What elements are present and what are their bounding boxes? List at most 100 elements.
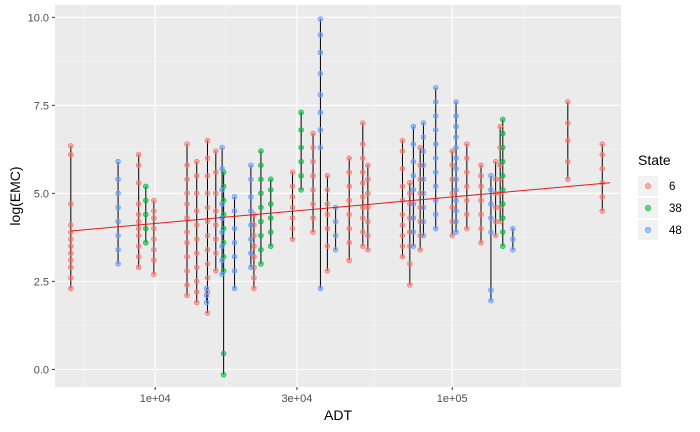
data-point (432, 225, 439, 232)
data-point (231, 225, 238, 232)
data-point (410, 229, 417, 235)
data-point (432, 169, 439, 175)
data-point (360, 155, 366, 161)
data-point (68, 285, 74, 292)
data-point (324, 268, 331, 274)
data-point (258, 190, 264, 197)
data-point (298, 158, 304, 165)
data-point (268, 187, 274, 193)
data-point (420, 204, 427, 211)
data-point (492, 232, 499, 239)
data-point (492, 204, 499, 211)
data-point (453, 176, 459, 183)
data-point (324, 201, 331, 207)
data-point (417, 144, 423, 151)
data-point (500, 201, 506, 207)
data-point (258, 176, 264, 183)
data-point (478, 173, 484, 179)
data-point (219, 201, 225, 207)
data-point (360, 215, 366, 221)
x-axis-ticks: 1e+04 3e+04 1e+05 (140, 387, 468, 405)
data-point (317, 144, 324, 151)
data-point (346, 197, 352, 204)
data-point (193, 222, 200, 228)
data-point (213, 169, 219, 175)
y-tick-label: 10.0 (28, 12, 49, 24)
legend-title: State (638, 152, 671, 168)
data-point (143, 183, 149, 190)
data-point (410, 141, 417, 147)
data-point (599, 165, 606, 172)
data-point (204, 190, 211, 197)
data-point (219, 271, 225, 278)
data-point (407, 261, 413, 267)
data-point (231, 285, 238, 292)
data-point (219, 165, 225, 172)
data-point (213, 208, 219, 214)
data-point (193, 289, 200, 295)
data-point (453, 187, 459, 193)
data-point (204, 232, 211, 239)
data-point (298, 173, 304, 179)
data-point (453, 144, 459, 151)
data-point (310, 229, 316, 235)
data-point (231, 239, 238, 246)
data-point (115, 204, 121, 211)
data-point (346, 257, 352, 264)
data-point (324, 187, 331, 193)
data-point (399, 148, 406, 154)
data-point (258, 162, 264, 168)
data-point (203, 292, 210, 299)
data-point (420, 120, 427, 126)
data-point (115, 218, 121, 225)
data-point (68, 250, 74, 256)
data-point (453, 155, 459, 161)
data-point (399, 243, 406, 249)
panel-background (55, 5, 621, 387)
data-point (488, 201, 494, 207)
data-point (420, 218, 427, 225)
data-point (135, 201, 142, 207)
data-point (365, 190, 371, 197)
data-point (488, 287, 494, 293)
data-point (184, 253, 190, 260)
data-point (478, 162, 484, 168)
data-point (346, 155, 352, 161)
data-point (399, 211, 406, 218)
data-point (298, 187, 304, 193)
data-point (317, 32, 324, 38)
data-point (324, 211, 331, 218)
data-point (268, 215, 274, 221)
data-point (220, 371, 227, 378)
data-point (184, 201, 190, 207)
data-point (599, 151, 606, 158)
data-point (289, 236, 296, 242)
data-point (220, 350, 227, 357)
data-point (143, 197, 149, 204)
data-point (193, 278, 200, 285)
data-point (492, 158, 499, 165)
data-point (488, 229, 494, 235)
data-point (213, 190, 219, 197)
data-point (184, 292, 190, 299)
data-point (115, 261, 121, 267)
data-point (420, 148, 427, 154)
data-point (453, 99, 459, 105)
data-point (219, 243, 225, 249)
data-point (268, 229, 274, 235)
data-point (68, 222, 74, 228)
data-point (135, 162, 142, 168)
data-point (410, 187, 417, 193)
data-point (432, 113, 439, 119)
data-point (135, 225, 142, 232)
data-point (231, 194, 238, 200)
data-point (184, 190, 190, 197)
major-gridlines (55, 5, 621, 387)
data-point (492, 218, 499, 225)
data-point (417, 246, 423, 253)
data-point (432, 211, 439, 218)
y-tick-label: 7.5 (34, 100, 49, 112)
data-point (310, 215, 316, 221)
x-tick-label: 1e+04 (140, 393, 171, 405)
data-point (453, 197, 459, 204)
